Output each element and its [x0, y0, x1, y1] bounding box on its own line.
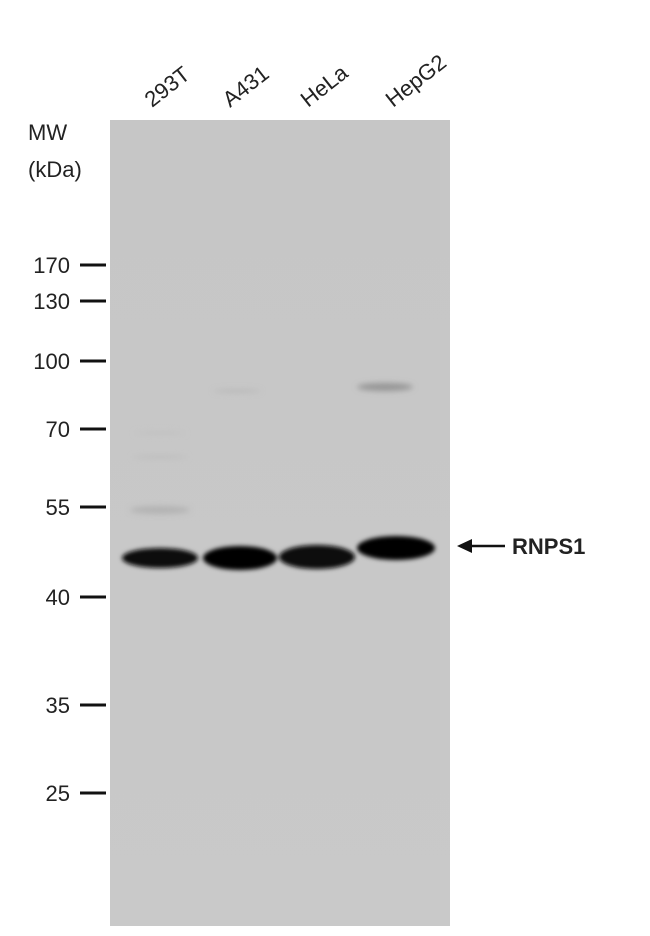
mw-unit: (kDa): [28, 157, 82, 182]
lane-label: 293T: [140, 61, 195, 112]
main-bands: [122, 536, 435, 570]
mw-label: MW: [28, 120, 67, 145]
marker-label: 70: [46, 417, 70, 442]
marker-label: 25: [46, 781, 70, 806]
lane-label: A431: [218, 61, 274, 112]
marker-label: 40: [46, 585, 70, 610]
lane-label: HeLa: [296, 59, 353, 112]
target-label: RNPS1: [512, 534, 585, 559]
markers: 170 130 100 70 55 40 35 25: [33, 253, 106, 806]
membrane: [110, 120, 450, 926]
marker-label: 130: [33, 289, 70, 314]
arrow-head: [457, 539, 472, 553]
marker-label: 55: [46, 495, 70, 520]
marker-label: 35: [46, 693, 70, 718]
marker-label: 170: [33, 253, 70, 278]
faint-bands: [130, 383, 413, 514]
marker-label: 100: [33, 349, 70, 374]
lane-labels: 293T A431 HeLa HepG2: [140, 49, 451, 112]
lane-label: HepG2: [381, 49, 451, 112]
